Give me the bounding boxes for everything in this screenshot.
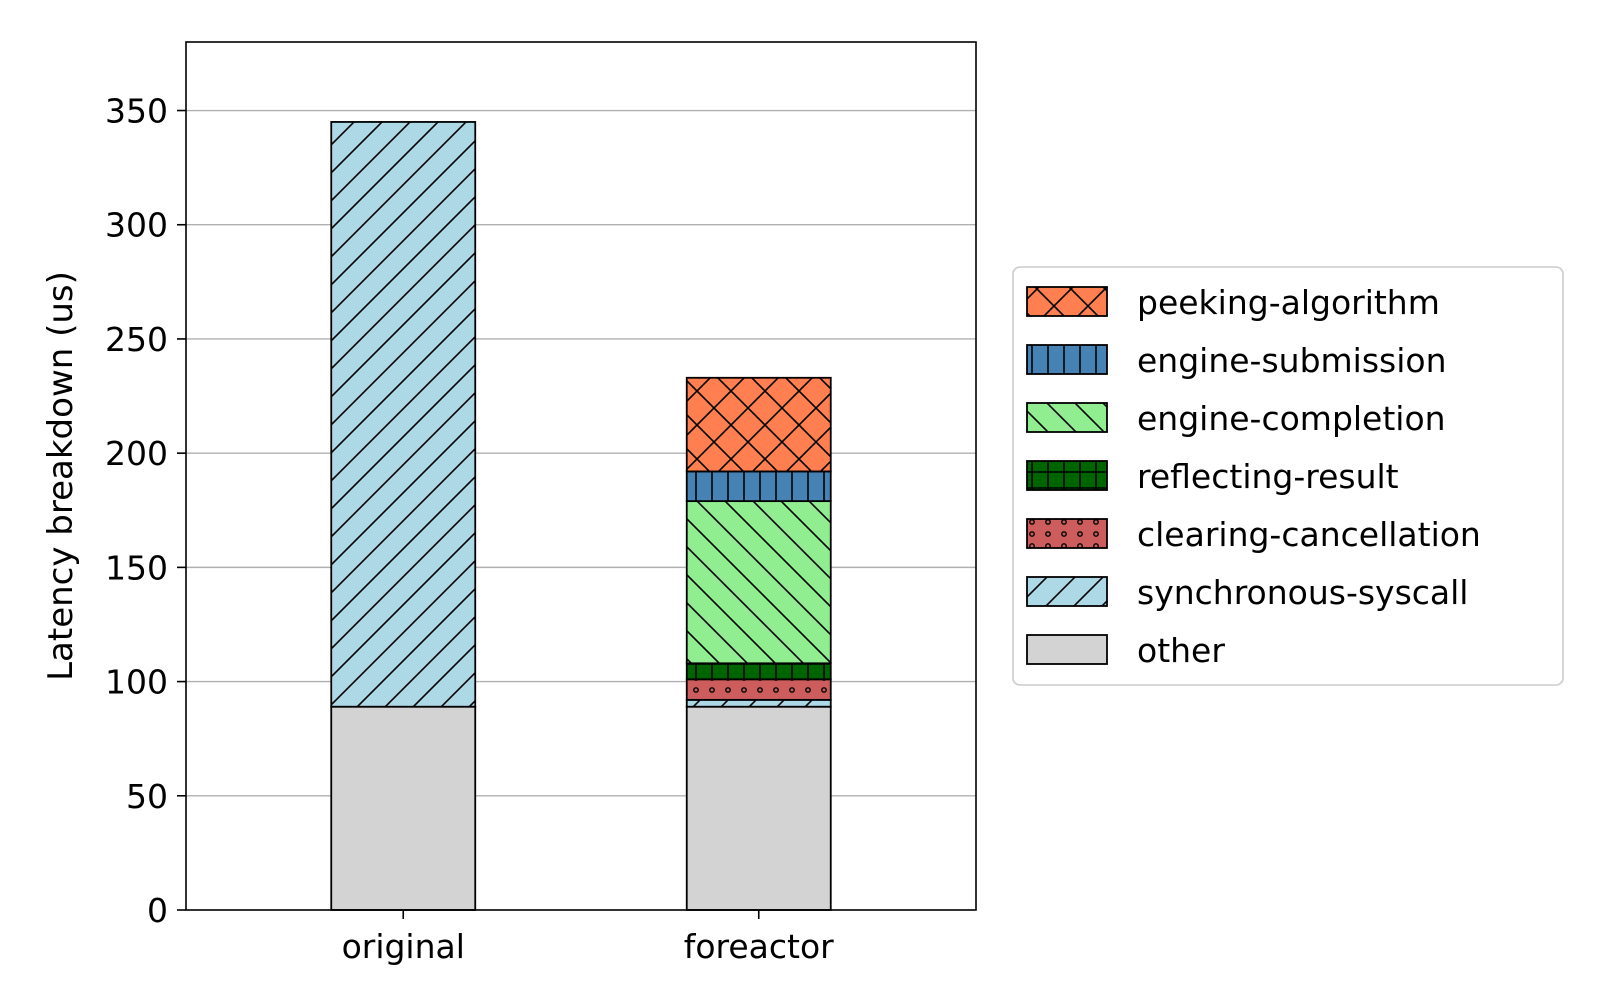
legend: peeking-algorithm engine-submission engine… (1012, 266, 1564, 686)
legend-swatch-peeking-algorithm (1026, 286, 1108, 317)
bar-segment-other (685, 705, 832, 911)
legend-label-synchronous-syscall: synchronous-syscall (1137, 573, 1468, 612)
legend-swatch-reflecting-result (1026, 460, 1108, 491)
bar-segment-clearing-cancellation (685, 678, 832, 701)
plot-area-frame (185, 41, 977, 911)
y-tick-label: 0 (147, 891, 168, 930)
bar-segment-reflecting-result (685, 662, 832, 681)
x-tick-label: foreactor (684, 927, 834, 966)
bar-segment-synchronous-syscall (330, 121, 477, 708)
y-tick-label: 200 (105, 434, 168, 473)
legend-label-other: other (1137, 631, 1225, 670)
bar-segment-engine-submission (685, 470, 832, 503)
x-tick-label: original (342, 927, 465, 966)
bar-segment-peeking-algorithm (685, 376, 832, 473)
gridlines (186, 109, 976, 797)
legend-swatch-other (1026, 634, 1108, 665)
y-axis-label: Latency breakdown (us) (41, 271, 81, 681)
legend-box (1012, 266, 1564, 686)
legend-label-peeking-algorithm: peeking-algorithm (1137, 283, 1440, 322)
legend-label-clearing-cancellation: clearing-cancellation (1137, 515, 1481, 554)
bar-segment-other (330, 705, 477, 911)
legend-swatch-engine-submission (1026, 344, 1108, 375)
y-tick-label: 250 (105, 320, 168, 359)
legend-label-engine-completion: engine-completion (1137, 399, 1446, 438)
x-axis: original foreactor (342, 910, 834, 966)
y-tick-label: 300 (105, 206, 168, 245)
legend-label-engine-submission: engine-submission (1137, 341, 1447, 380)
y-tick-label: 50 (126, 777, 168, 816)
legend-swatch-synchronous-syscall (1026, 576, 1108, 607)
bar-segment-synchronous-syscall (685, 698, 832, 708)
y-tick-label: 100 (105, 663, 168, 702)
legend-swatch-engine-completion (1026, 402, 1108, 433)
bar-segment-engine-completion (685, 500, 832, 665)
y-tick-label: 350 (105, 92, 168, 131)
y-tick-label: 150 (105, 548, 168, 587)
legend-label-reflecting-result: reflecting-result (1137, 457, 1399, 496)
legend-swatch-clearing-cancellation (1026, 518, 1108, 549)
y-axis: 0 50 100 150 200 250 300 350 (105, 92, 186, 930)
bars (330, 121, 832, 911)
